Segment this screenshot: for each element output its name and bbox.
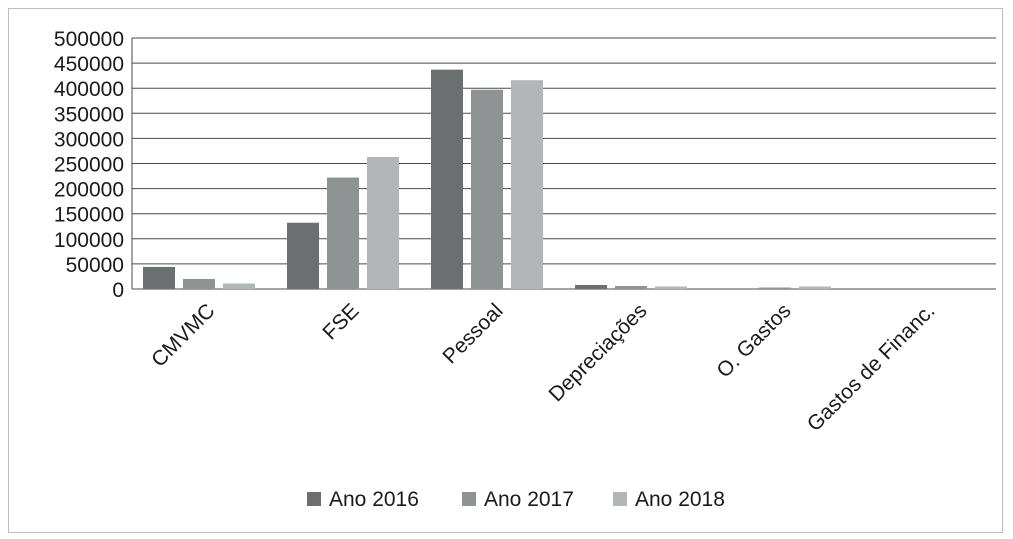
bar <box>615 285 647 289</box>
bar <box>575 284 607 289</box>
x-axis-labels: CMVMC FSE Pessoal Depreciações O. Gastos Gast… <box>147 299 939 436</box>
category-label: O. Gastos <box>712 299 795 382</box>
bar <box>287 222 319 289</box>
bar <box>759 287 791 289</box>
category-label: Gastos de Financ. <box>803 299 940 436</box>
y-tick-label: 300000 <box>54 128 124 151</box>
y-tick-label: 350000 <box>54 103 124 126</box>
bar <box>223 283 255 289</box>
category-label: CMVMC <box>147 299 219 371</box>
bar <box>183 278 215 289</box>
category-label: Depreciações <box>544 299 651 406</box>
gridlines <box>131 37 996 290</box>
legend-swatch <box>613 492 627 506</box>
y-tick-label: 50000 <box>66 254 124 277</box>
category-label: FSE <box>318 299 363 344</box>
legend: Ano 2016 Ano 2017 Ano 2018 <box>307 488 725 511</box>
bar <box>327 177 359 289</box>
bars <box>143 69 831 290</box>
bar <box>655 286 687 289</box>
y-tick-label: 150000 <box>54 204 124 227</box>
y-tick-label: 200000 <box>54 179 124 202</box>
bar <box>367 156 399 289</box>
y-tick-label: 100000 <box>54 229 124 252</box>
bar <box>431 69 463 289</box>
category-label: Pessoal <box>438 299 507 368</box>
y-tick-label: 250000 <box>54 154 124 177</box>
legend-label: Ano 2017 <box>484 488 574 511</box>
legend-swatch <box>307 492 321 506</box>
bar <box>799 286 831 289</box>
y-tick-label: 450000 <box>54 53 124 76</box>
bar <box>143 266 175 289</box>
legend-label: Ano 2018 <box>635 488 725 511</box>
y-tick-label: 0 <box>112 279 124 302</box>
y-tick-label: 500000 <box>54 28 124 51</box>
legend-swatch <box>462 492 476 506</box>
bar <box>511 80 543 289</box>
legend-label: Ano 2016 <box>329 488 419 511</box>
y-tick-label: 400000 <box>54 78 124 101</box>
bar <box>471 89 503 290</box>
